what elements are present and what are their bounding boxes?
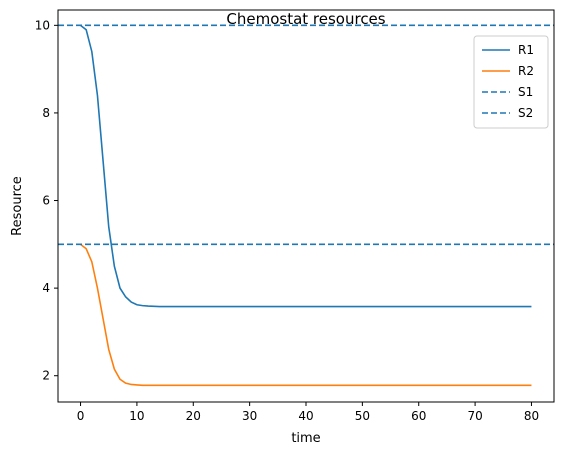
y-axis-label: Resource [10,176,25,236]
legend-label-s1: S1 [518,85,533,99]
y-tick-label: 6 [42,194,50,208]
legend-label-r2: R2 [518,64,534,78]
x-tick-label: 60 [411,409,426,423]
x-tick-label: 20 [186,409,201,423]
x-tick-label: 50 [355,409,370,423]
chart-title: Chemostat resources [226,10,385,28]
y-tick-label: 8 [42,106,50,120]
x-axis-label: time [291,431,320,446]
y-tick-label: 2 [42,369,50,383]
x-tick-label: 40 [298,409,313,423]
x-tick-label: 10 [129,409,144,423]
y-tick-label: 4 [42,281,50,295]
series-line-r1 [80,24,532,308]
legend-label-r1: R1 [518,43,534,57]
legend-box [473,35,549,129]
series-line-r2 [80,243,532,387]
x-tick-label: 0 [77,409,85,423]
x-tick-label: 30 [242,409,257,423]
y-tick-label: 10 [35,18,50,32]
x-tick-label: 80 [524,409,539,423]
x-tick-label: 70 [467,409,482,423]
legend-label-s2: S2 [518,106,533,120]
legend: R1 R2 S1 S2 [473,35,549,129]
